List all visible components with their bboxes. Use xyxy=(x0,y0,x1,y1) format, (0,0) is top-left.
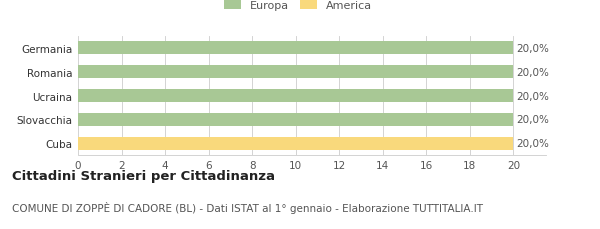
Text: Cittadini Stranieri per Cittadinanza: Cittadini Stranieri per Cittadinanza xyxy=(12,169,275,183)
Bar xyxy=(78,66,514,79)
Text: 20,0%: 20,0% xyxy=(517,115,550,125)
Text: 20,0%: 20,0% xyxy=(517,44,550,54)
Text: 20,0%: 20,0% xyxy=(517,91,550,101)
Text: 20,0%: 20,0% xyxy=(517,67,550,77)
Text: COMUNE DI ZOPPÈ DI CADORE (BL) - Dati ISTAT al 1° gennaio - Elaborazione TUTTITA: COMUNE DI ZOPPÈ DI CADORE (BL) - Dati IS… xyxy=(12,202,483,213)
Legend: Europa, America: Europa, America xyxy=(221,0,375,14)
Bar xyxy=(78,137,514,150)
Bar xyxy=(78,90,514,103)
Bar xyxy=(78,42,514,55)
Text: 20,0%: 20,0% xyxy=(517,139,550,149)
Bar xyxy=(78,113,514,126)
